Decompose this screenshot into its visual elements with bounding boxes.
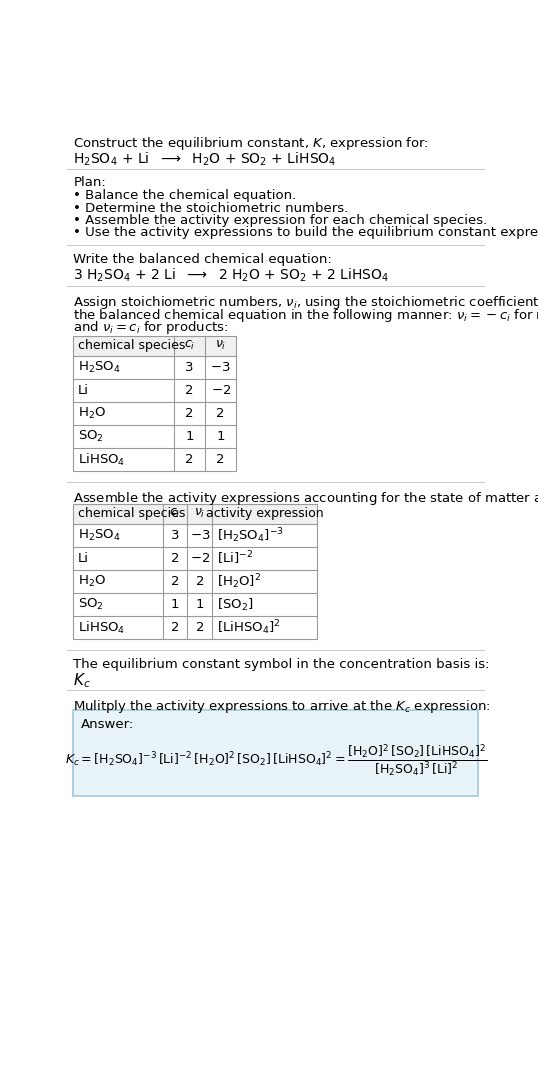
Text: 1: 1: [195, 598, 204, 611]
Text: 2: 2: [186, 384, 194, 397]
Text: $\mathrm{H_2O}$: $\mathrm{H_2O}$: [78, 574, 106, 589]
Text: • Balance the chemical equation.: • Balance the chemical equation.: [74, 190, 296, 203]
Text: The equilibrium constant symbol in the concentration basis is:: The equilibrium constant symbol in the c…: [74, 657, 490, 671]
Text: $[\mathrm{H_2SO_4}]^{-3}$: $[\mathrm{H_2SO_4}]^{-3}$: [217, 526, 284, 545]
Text: $\mathrm{H_2SO_4}$: $\mathrm{H_2SO_4}$: [78, 527, 121, 542]
Text: chemical species: chemical species: [78, 507, 186, 520]
Text: Mulitply the activity expressions to arrive at the $K_c$ expression:: Mulitply the activity expressions to arr…: [74, 698, 491, 715]
Text: 3 $\mathrm{H_2SO_4}$ + 2 Li  $\longrightarrow$  2 $\mathrm{H_2O}$ + $\mathrm{SO_: 3 $\mathrm{H_2SO_4}$ + 2 Li $\longrighta…: [74, 267, 390, 284]
Text: $\mathrm{H_2O}$: $\mathrm{H_2O}$: [78, 406, 106, 421]
Text: activity expression: activity expression: [206, 507, 323, 520]
FancyBboxPatch shape: [74, 504, 317, 523]
Text: $-3$: $-3$: [189, 528, 210, 541]
Text: $\mathrm{H_2SO_4}$: $\mathrm{H_2SO_4}$: [78, 360, 121, 375]
Text: Li: Li: [78, 552, 89, 565]
Text: Li: Li: [78, 384, 89, 397]
Text: $[\mathrm{Li}]^{-2}$: $[\mathrm{Li}]^{-2}$: [217, 550, 253, 567]
Text: $c_i$: $c_i$: [169, 507, 181, 520]
Text: $\mathrm{SO_2}$: $\mathrm{SO_2}$: [78, 429, 104, 444]
Text: 1: 1: [186, 430, 194, 443]
Text: 2: 2: [186, 407, 194, 420]
Text: $c_i$: $c_i$: [184, 339, 195, 353]
Text: $\mathrm{LiHSO_4}$: $\mathrm{LiHSO_4}$: [78, 451, 125, 467]
Text: Answer:: Answer:: [81, 717, 134, 731]
Text: $-2$: $-2$: [210, 384, 231, 397]
Text: $-3$: $-3$: [210, 361, 231, 374]
Text: 1: 1: [171, 598, 179, 611]
Text: $\mathrm{SO_2}$: $\mathrm{SO_2}$: [78, 597, 104, 612]
Text: 2: 2: [171, 621, 179, 635]
Text: $[\mathrm{SO_2}]$: $[\mathrm{SO_2}]$: [217, 596, 253, 612]
Text: $-2$: $-2$: [190, 552, 210, 565]
Text: $\mathrm{LiHSO_4}$: $\mathrm{LiHSO_4}$: [78, 620, 125, 636]
Text: Write the balanced chemical equation:: Write the balanced chemical equation:: [74, 253, 332, 266]
Text: 3: 3: [171, 528, 179, 541]
Text: $[\mathrm{H_2O}]^{2}$: $[\mathrm{H_2O}]^{2}$: [217, 572, 261, 591]
Text: • Assemble the activity expression for each chemical species.: • Assemble the activity expression for e…: [74, 214, 488, 227]
Text: $\mathrm{H_2SO_4}$ + Li  $\longrightarrow$  $\mathrm{H_2O}$ + $\mathrm{SO_2}$ + : $\mathrm{H_2SO_4}$ + Li $\longrightarrow…: [74, 150, 337, 167]
Text: 2: 2: [216, 407, 225, 420]
Text: 1: 1: [216, 430, 225, 443]
Text: 2: 2: [171, 552, 179, 565]
Text: Plan:: Plan:: [74, 177, 106, 190]
FancyBboxPatch shape: [74, 336, 236, 356]
Text: • Determine the stoichiometric numbers.: • Determine the stoichiometric numbers.: [74, 202, 349, 214]
Text: $K_c$: $K_c$: [74, 671, 91, 690]
Text: Assemble the activity expressions accounting for the state of matter and $\nu_i$: Assemble the activity expressions accoun…: [74, 490, 538, 507]
Text: 2: 2: [216, 453, 225, 466]
FancyBboxPatch shape: [74, 710, 478, 796]
Text: chemical species: chemical species: [78, 339, 186, 353]
Text: $[\mathrm{LiHSO_4}]^{2}$: $[\mathrm{LiHSO_4}]^{2}$: [217, 619, 280, 637]
Text: $\nu_i$: $\nu_i$: [215, 339, 226, 353]
Text: • Use the activity expressions to build the equilibrium constant expression.: • Use the activity expressions to build …: [74, 226, 538, 239]
Text: Assign stoichiometric numbers, $\nu_i$, using the stoichiometric coefficients, $: Assign stoichiometric numbers, $\nu_i$, …: [74, 294, 538, 311]
Text: $\nu_i$: $\nu_i$: [194, 507, 206, 520]
Text: 2: 2: [186, 453, 194, 466]
Text: the balanced chemical equation in the following manner: $\nu_i = -c_i$ for react: the balanced chemical equation in the fo…: [74, 307, 538, 324]
Text: 2: 2: [195, 621, 204, 635]
Text: and $\nu_i = c_i$ for products:: and $\nu_i = c_i$ for products:: [74, 318, 229, 336]
Text: 2: 2: [195, 575, 204, 587]
Text: $K_c = [\mathrm{H_2SO_4}]^{-3}\,[\mathrm{Li}]^{-2}\,[\mathrm{H_2O}]^{2}\,[\mathr: $K_c = [\mathrm{H_2SO_4}]^{-3}\,[\mathrm…: [65, 742, 487, 778]
Text: Construct the equilibrium constant, $K$, expression for:: Construct the equilibrium constant, $K$,…: [74, 135, 429, 152]
Text: 3: 3: [186, 361, 194, 374]
Text: 2: 2: [171, 575, 179, 587]
